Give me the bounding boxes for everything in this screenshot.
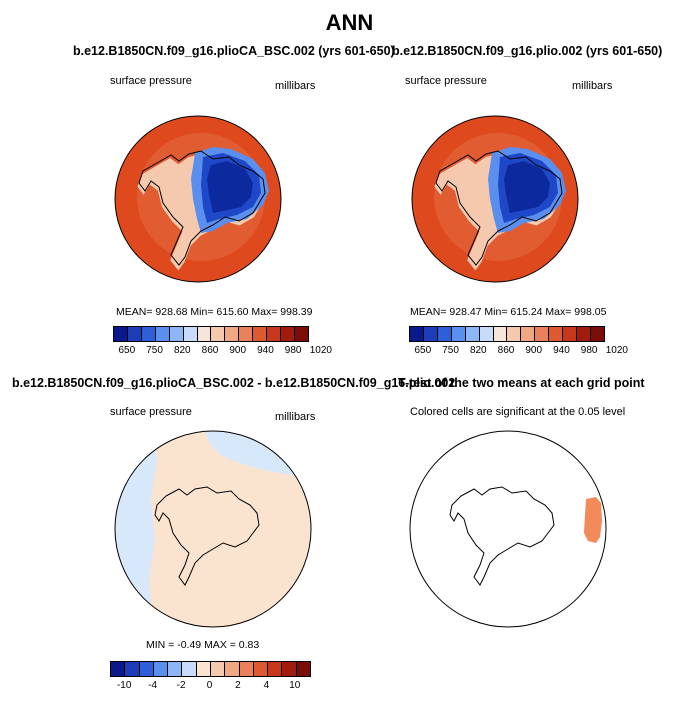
antarctica-coastline [449, 486, 555, 586]
colorbar-cell [153, 662, 169, 676]
antarctica-coastline [138, 150, 266, 266]
panel2-title: b.e12.B1850CN.f09_g16.plio.002 (yrs 601-… [392, 44, 663, 58]
colorbar-cell [268, 662, 283, 676]
colorbar-cell [479, 327, 494, 341]
colorbar-tick-label: 900 [229, 345, 247, 356]
colorbar-tick-label: 750 [442, 345, 459, 356]
colorbar-tick-label: 980 [580, 345, 598, 356]
colorbar-cell [239, 662, 254, 676]
panel1-left-label: surface pressure [110, 75, 192, 87]
colorbar-cell [281, 327, 295, 341]
panel1-units: millibars [275, 80, 316, 92]
colorbar-tick-label: 0 [206, 680, 213, 691]
figure-title: ANN [325, 10, 374, 35]
colorbar-cell [127, 327, 142, 341]
colorbar-cell [549, 327, 564, 341]
colorbar-tick-label: 980 [284, 345, 302, 356]
panel2-map [411, 115, 579, 283]
colorbar-cell [169, 327, 184, 341]
colorbar-cell [493, 327, 508, 341]
colorbar-cell [125, 662, 140, 676]
panel4-subtitle: Colored cells are significant at the 0.0… [410, 406, 626, 418]
panel4-title: T-test of the two means at each grid poi… [398, 376, 645, 390]
colorbar-cell [410, 327, 424, 341]
antarctica-coastline [154, 486, 260, 586]
colorbar-cell [139, 662, 154, 676]
panel1-map [114, 115, 282, 283]
colorbar-cell [282, 662, 297, 676]
colorbar-tick-label: 820 [173, 345, 191, 356]
colorbar-tick-label: 650 [118, 345, 136, 356]
colorbar-tick-label: 1020 [605, 345, 628, 356]
colorbar-tick-label: 4 [263, 680, 270, 691]
panel1-title: b.e12.B1850CN.f09_g16.plioCA_BSC.002 (yr… [73, 44, 395, 58]
colorbar-cell [253, 662, 269, 676]
colorbar-tick-label: 2 [235, 680, 241, 691]
panel1-stats: MEAN= 928.68 Min= 615.60 Max= 998.39 [116, 306, 313, 318]
panel3-map [114, 430, 312, 628]
colorbar-cell [294, 327, 308, 341]
panel2-stats: MEAN= 928.47 Min= 615.24 Max= 998.05 [410, 306, 607, 318]
colorbar-cell [197, 327, 212, 341]
map-group [114, 115, 282, 283]
panel3-left-label: surface pressure [110, 406, 192, 418]
colorbar-cell [521, 327, 536, 341]
colorbar-cell [183, 327, 198, 341]
colorbar-cell [155, 327, 170, 341]
negative-anomaly-west [115, 431, 157, 627]
colorbar-cell [182, 662, 197, 676]
colorbar-cell [465, 327, 480, 341]
colorbar-tick-label: 860 [497, 345, 515, 356]
colorbar-cell [563, 327, 578, 341]
colorbar-cell [211, 327, 226, 341]
panel3-units: millibars [275, 411, 316, 423]
colorbar-cell [577, 327, 591, 341]
panel2-colorbar [409, 326, 605, 342]
colorbar-cell [239, 327, 254, 341]
ice-sheet-interior [207, 161, 253, 213]
panel2-left-label: surface pressure [405, 75, 487, 87]
colorbar-tick-label: 940 [257, 345, 274, 356]
colorbar-tick-label: 650 [414, 345, 432, 356]
colorbar-cell [210, 662, 226, 676]
colorbar-tick-label: 1020 [309, 345, 332, 356]
antarctica-coastline [435, 150, 563, 266]
colorbar-cell [267, 327, 282, 341]
colorbar-cell [507, 327, 522, 341]
colorbar-tick-label: 820 [469, 345, 487, 356]
colorbar-cell [451, 327, 466, 341]
colorbar-cell [225, 327, 240, 341]
colorbar-cell [141, 327, 156, 341]
colorbar-tick-label: -4 [148, 680, 158, 691]
colorbar-cell [114, 327, 128, 341]
panel4-map [409, 430, 607, 628]
colorbar-cell [590, 327, 604, 341]
colorbar-cell [196, 662, 211, 676]
panel2-units: millibars [572, 80, 613, 92]
significant-cells [584, 497, 602, 543]
colorbar-tick-label: 750 [146, 345, 163, 356]
colorbar-cell [111, 662, 126, 676]
panel1-colorbar [113, 326, 309, 342]
colorbar-tick-label: -10 [116, 680, 132, 691]
colorbar-cell [225, 662, 240, 676]
colorbar-tick-label: 940 [553, 345, 570, 356]
panel3-colorbar [110, 661, 311, 677]
colorbar-tick-label: 900 [525, 345, 543, 356]
colorbar-tick-label: -2 [176, 680, 186, 691]
colorbar-cell [253, 327, 268, 341]
colorbar-cell [437, 327, 452, 341]
colorbar-cell [168, 662, 183, 676]
panel3-stats: MIN = -0.49 MAX = 0.83 [146, 639, 260, 651]
ice-sheet-interior [504, 161, 550, 213]
colorbar-tick-label: 860 [201, 345, 219, 356]
positive-anomaly-region [115, 431, 311, 627]
map-group [411, 115, 579, 283]
colorbar-cell [296, 662, 310, 676]
colorbar-cell [535, 327, 550, 341]
colorbar-cell [423, 327, 438, 341]
panel3-title: b.e12.B1850CN.f09_g16.plioCA_BSC.002 - b… [12, 376, 456, 390]
colorbar-tick-label: 10 [289, 680, 301, 691]
